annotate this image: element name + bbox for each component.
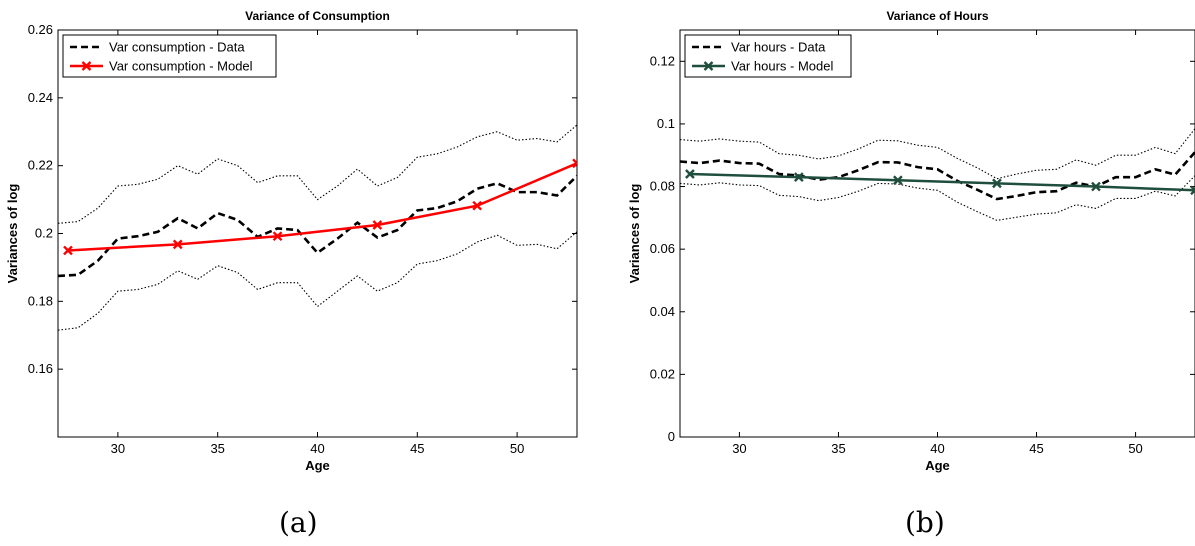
y-axis-label: Variances of log xyxy=(5,184,20,284)
x-tick-label: 35 xyxy=(831,441,845,456)
chart-title: Variance of Consumption xyxy=(245,9,390,23)
model-point-marker xyxy=(372,220,383,230)
x-axis-label: Age xyxy=(925,458,950,473)
x-tick-label: 45 xyxy=(410,441,424,456)
x-tick-label: 45 xyxy=(1029,441,1043,456)
legend-label: Var consumption - Model xyxy=(109,59,253,74)
panel-label-b: (b) xyxy=(905,506,945,539)
confidence-band-line xyxy=(58,124,577,224)
legend-label: Var consumption - Data xyxy=(109,40,245,55)
x-axis-label: Age xyxy=(305,458,330,473)
y-tick-label: 0.12 xyxy=(650,53,675,68)
plot-area xyxy=(680,128,1195,221)
model-point-marker xyxy=(272,231,283,242)
legend: Var hours - Data Var hours - Model xyxy=(684,34,852,78)
y-tick-label: 0.08 xyxy=(650,179,675,194)
y-tick-label: 0.16 xyxy=(28,361,53,376)
plot-frame xyxy=(57,29,578,438)
x-tick-label: 30 xyxy=(732,441,746,456)
model-point-marker xyxy=(685,169,695,179)
x-tick-label: 30 xyxy=(111,441,125,456)
y-tick-label: 0.06 xyxy=(650,241,675,256)
model-point-marker xyxy=(992,178,1002,189)
legend-label: Var hours - Data xyxy=(731,40,826,55)
chart-0: Variance of Consumption 30 35 40 45 50 0.16 0.1… xyxy=(5,9,578,473)
chart-title: Variance of Hours xyxy=(886,9,988,23)
y-tick-label: 0.22 xyxy=(28,158,53,173)
model-point-marker xyxy=(793,172,804,182)
y-tick-label: 0.02 xyxy=(650,366,675,381)
confidence-band-line xyxy=(680,175,1195,221)
data-series-line xyxy=(680,151,1195,201)
confidence-band-line xyxy=(680,128,1195,180)
plot-frame xyxy=(679,29,1195,438)
legend-label: Var hours - Model xyxy=(731,59,833,74)
chart-1: Variance of Hours 30 35 40 45 50 0 0.02 0.04 0.06… xyxy=(627,9,1195,473)
model-point-marker xyxy=(893,175,903,186)
x-tick-label: 35 xyxy=(210,441,224,456)
charts-svg: Variance of Consumption 30 35 40 45 50 0.16 0.1… xyxy=(5,9,1195,473)
model-series-line xyxy=(67,162,577,252)
y-tick-label: 0 xyxy=(668,429,675,444)
legend-marker xyxy=(81,61,92,71)
legend-box xyxy=(62,34,277,78)
y-tick-label: 0.18 xyxy=(28,293,53,308)
x-tick-label: 40 xyxy=(310,441,324,456)
x-tick-label: 50 xyxy=(1128,441,1142,456)
model-series-line xyxy=(689,172,1195,192)
model-point-marker xyxy=(472,200,483,211)
x-tick-label: 40 xyxy=(930,441,944,456)
y-tick-label: 0.1 xyxy=(657,116,675,131)
model-point-marker xyxy=(572,158,577,169)
plot-area xyxy=(58,124,577,331)
model-point-marker xyxy=(63,245,73,256)
y-tick-label: 0.04 xyxy=(650,304,675,319)
y-tick-label: 0.26 xyxy=(28,22,53,37)
panel-label-a: (a) xyxy=(279,506,318,539)
y-axis-label: Variances of log xyxy=(627,184,642,284)
y-tick-label: 0.24 xyxy=(28,90,53,105)
model-point-marker xyxy=(172,239,183,250)
legend-box xyxy=(684,34,852,78)
model-point-marker xyxy=(1091,181,1101,192)
legend-marker xyxy=(703,61,714,71)
x-tick-label: 50 xyxy=(510,441,524,456)
model-point-marker xyxy=(1190,185,1195,196)
data-series-line xyxy=(58,174,577,278)
legend: Var consumption - Data Var consumption - … xyxy=(62,34,277,78)
y-tick-label: 0.2 xyxy=(35,226,53,241)
